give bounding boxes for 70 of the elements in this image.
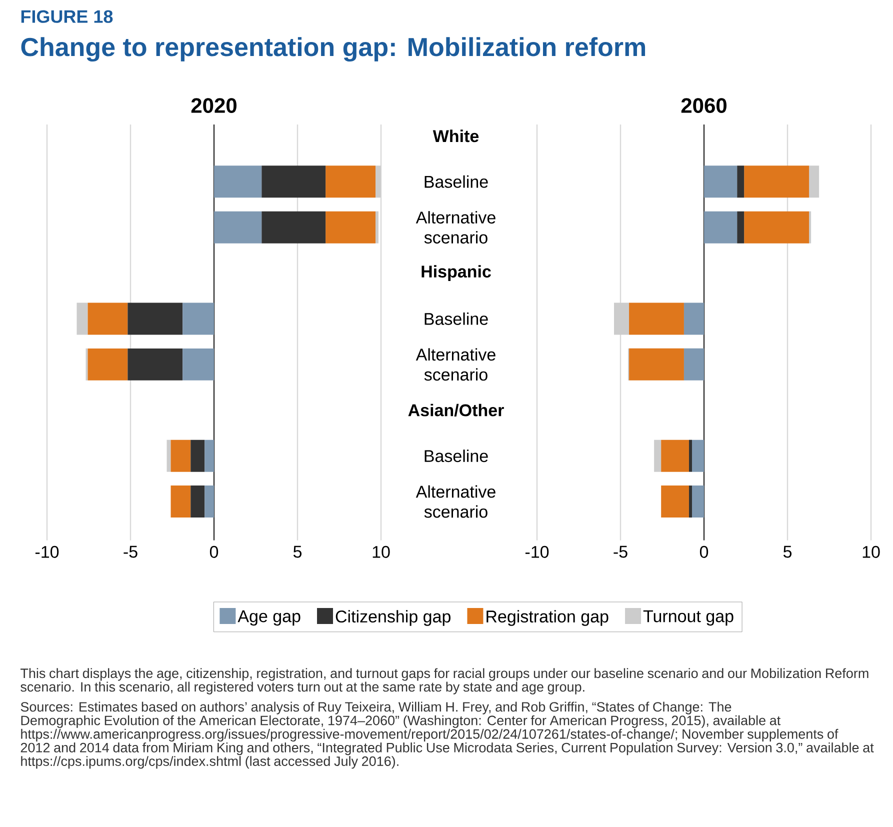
y-tick-label: Alternative scenario	[416, 485, 496, 518]
bar	[166, 440, 171, 472]
bar	[661, 486, 689, 518]
bar	[744, 166, 810, 198]
bar	[170, 440, 191, 472]
legend-label: Age gap	[238, 610, 300, 626]
bar	[128, 348, 183, 380]
bar	[214, 166, 262, 198]
bar	[88, 302, 128, 335]
x-tick-label: -10	[35, 546, 59, 558]
bar	[262, 166, 326, 198]
y-tick-label: Baseline	[424, 175, 488, 188]
x-tick-label: -10	[525, 546, 549, 558]
bar	[204, 486, 214, 518]
bar	[214, 211, 262, 244]
bar	[376, 166, 381, 198]
y-tick-label: Alternative scenario	[416, 348, 496, 381]
bar	[76, 302, 88, 335]
bar	[704, 211, 738, 244]
bar	[629, 348, 684, 380]
bar	[376, 211, 379, 244]
x-tick-label: 5	[293, 546, 302, 558]
bar	[809, 166, 820, 198]
legend-label: Citizenship gap	[336, 610, 450, 626]
text: Change to representation gap: Mobilization reform	[21, 37, 646, 62]
bar	[326, 211, 376, 244]
y-tick-label: Baseline	[424, 312, 488, 325]
bar	[688, 440, 692, 472]
bar	[262, 211, 326, 244]
bar	[204, 440, 214, 472]
x-tick-label: 5	[783, 546, 792, 558]
chart-title: 2060	[681, 98, 726, 113]
bar	[684, 302, 704, 335]
bar	[190, 440, 205, 472]
y-tick-label: Alternative scenario	[416, 211, 496, 244]
bar	[688, 486, 692, 518]
bar	[692, 486, 704, 518]
bar	[654, 440, 662, 472]
bar	[737, 166, 744, 198]
x-tick-label: -5	[124, 546, 138, 558]
y-tick-label: White	[432, 130, 479, 142]
x-tick-label: 10	[862, 546, 880, 558]
bar	[128, 302, 183, 335]
bar	[182, 348, 214, 380]
bar	[737, 211, 744, 244]
bar	[182, 302, 214, 335]
x-tick-label: -5	[614, 546, 628, 558]
bar	[661, 440, 689, 472]
y-tick-label: Asian/Other	[408, 404, 504, 416]
bar	[614, 302, 630, 335]
y-tick-label: Hispanic	[422, 265, 491, 281]
bar	[692, 440, 704, 472]
bar	[170, 486, 191, 518]
x-tick-label: 0	[210, 546, 218, 558]
x-tick-label: 10	[372, 546, 390, 558]
legend-label: Turnout gap	[643, 610, 734, 626]
text: This chart displays the age, citizenship, registration, and turnout gaps for racial groups under our baseline scenario and our Mobilization Reform scenario. In this scenario, all registered voters turn out at the same rate by state and age group.	[20, 668, 868, 694]
bar	[629, 302, 684, 335]
source-note: Sources: Estimates based on authors’ analysis of Ruy Teixeira, William H. Frey, and Rob Griffin, “States of Change: The Demographic Evolution of the American Electorate, 1974–2060” (Washington: Center for American Progress, 2015), available at https://www.americanprogress.org/issues/progressive-movement/report/2015/02/24/107261/states-of-change/; November supplements of 2012 and 2014 data from Miriam King and others, “Integrated Public Use Microdata Series, Current Population Survey: Version 3.0,” available at https://cps.ipums.org/cps/index.shtml (last accessed July 2016).	[20, 702, 874, 769]
bar	[88, 348, 128, 380]
bar	[744, 211, 810, 244]
bar	[684, 348, 704, 380]
caption: FIGURE 18	[21, 10, 113, 23]
legend-label: Registration gap	[486, 610, 608, 626]
bar	[704, 166, 738, 198]
x-tick-label: 0	[700, 546, 708, 558]
bar	[326, 166, 376, 198]
bar	[190, 486, 205, 518]
chart-title: 2020	[191, 98, 236, 113]
y-tick-label: Baseline	[424, 450, 488, 462]
